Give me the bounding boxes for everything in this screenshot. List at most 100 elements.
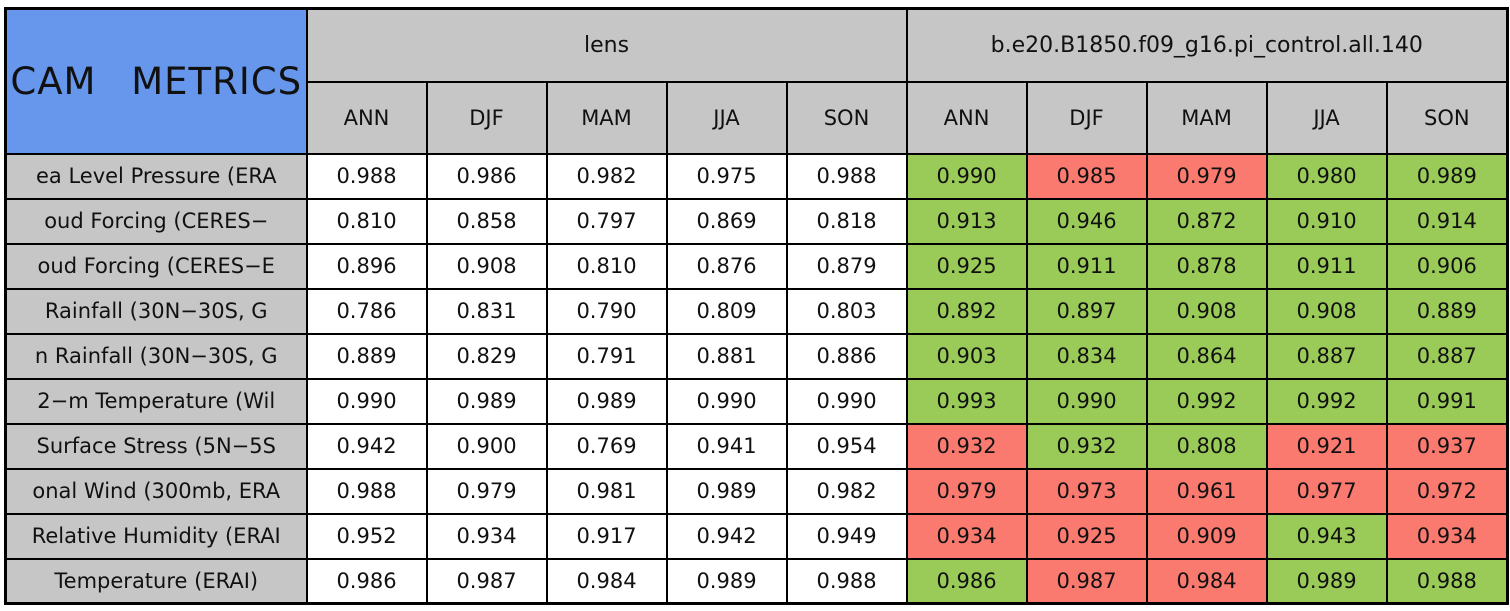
control-value-cell-green: 0.943 [1265, 512, 1388, 560]
control-value-cell-green: 0.897 [1025, 287, 1148, 335]
control-value-cell-red: 0.987 [1025, 557, 1148, 605]
row-label: ea Level Pressure (ERA [4, 152, 308, 200]
control-value-cell-red: 0.973 [1025, 467, 1148, 515]
season-header-jja: JJA [1265, 80, 1388, 155]
lens-value-cell: 0.942 [665, 512, 788, 560]
control-value-cell-green: 0.932 [1025, 422, 1148, 470]
season-header-jja: JJA [665, 80, 788, 155]
lens-value-cell: 0.858 [425, 197, 548, 245]
season-header-mam: MAM [545, 80, 668, 155]
row-label: n Rainfall (30N−30S, G [4, 332, 308, 380]
lens-value-cell: 0.908 [425, 242, 548, 290]
lens-value-cell: 0.809 [665, 287, 788, 335]
control-value-cell-red: 0.979 [1145, 152, 1268, 200]
lens-value-cell: 0.988 [785, 152, 908, 200]
lens-value-cell: 0.981 [545, 467, 668, 515]
lens-value-cell: 0.797 [545, 197, 668, 245]
control-value-cell-green: 0.989 [1265, 557, 1388, 605]
control-value-cell-green: 0.834 [1025, 332, 1148, 380]
control-value-cell-green: 0.990 [905, 152, 1028, 200]
table-row: Surface Stress (5N−5S 0.942 0.900 0.769 0.94… [4, 422, 1509, 470]
control-value-cell-green: 0.908 [1265, 287, 1388, 335]
lens-value-cell: 0.987 [425, 557, 548, 605]
season-header-son: SON [1385, 80, 1509, 155]
control-value-cell-green: 0.980 [1265, 152, 1388, 200]
table-row: onal Wind (300mb, ERA 0.988 0.979 0.981 0.98… [4, 467, 1509, 515]
row-label: Temperature (ERAI) [4, 557, 308, 605]
table-row: Relative Humidity (ERAI 0.952 0.934 0.917 0.… [4, 512, 1509, 560]
control-value-cell-red: 0.921 [1265, 422, 1388, 470]
control-value-cell-green: 0.946 [1025, 197, 1148, 245]
control-value-cell-green: 0.908 [1145, 287, 1268, 335]
control-value-cell-green: 0.808 [1145, 422, 1268, 470]
lens-value-cell: 0.988 [785, 557, 908, 605]
table-row: n Rainfall (30N−30S, G 0.889 0.829 0.791 0.8… [4, 332, 1509, 380]
lens-value-cell: 0.934 [425, 512, 548, 560]
header-group-row: CAM METRICS lens b.e20.B1850.f09_g16.pi_… [4, 7, 1509, 155]
control-value-cell-red: 0.925 [1025, 512, 1148, 560]
lens-value-cell: 0.982 [545, 152, 668, 200]
lens-value-cell: 0.989 [665, 557, 788, 605]
row-label: onal Wind (300mb, ERA [4, 467, 308, 515]
lens-value-cell: 0.810 [305, 197, 428, 245]
lens-value-cell: 0.989 [665, 467, 788, 515]
control-value-cell-green: 0.892 [905, 287, 1028, 335]
season-header-ann: ANN [305, 80, 428, 155]
control-value-cell-green: 0.990 [1025, 377, 1148, 425]
lens-value-cell: 0.984 [545, 557, 668, 605]
table-row: 2−m Temperature (Wil 0.990 0.989 0.989 0.990… [4, 377, 1509, 425]
lens-value-cell: 0.829 [425, 332, 548, 380]
table-title: CAM METRICS [4, 7, 308, 155]
control-value-cell-green: 0.910 [1265, 197, 1388, 245]
lens-value-cell: 0.982 [785, 467, 908, 515]
lens-value-cell: 0.769 [545, 422, 668, 470]
lens-value-cell: 0.990 [665, 377, 788, 425]
lens-value-cell: 0.990 [305, 377, 428, 425]
lens-value-cell: 0.879 [785, 242, 908, 290]
cam-metrics-table: CAM METRICS lens b.e20.B1850.f09_g16.pi_… [4, 7, 1510, 605]
control-value-cell-red: 0.937 [1385, 422, 1509, 470]
control-value-cell-green: 0.925 [905, 242, 1028, 290]
lens-value-cell: 0.886 [785, 332, 908, 380]
control-value-cell-red: 0.977 [1265, 467, 1388, 515]
season-header-djf: DJF [425, 80, 548, 155]
lens-value-cell: 0.989 [545, 377, 668, 425]
control-value-cell-green: 0.864 [1145, 332, 1268, 380]
control-value-cell-red: 0.909 [1145, 512, 1268, 560]
control-value-cell-green: 0.992 [1265, 377, 1388, 425]
row-label: Relative Humidity (ERAI [4, 512, 308, 560]
control-value-cell-red: 0.961 [1145, 467, 1268, 515]
season-header-son: SON [785, 80, 908, 155]
control-value-cell-green: 0.988 [1385, 557, 1509, 605]
lens-value-cell: 0.803 [785, 287, 908, 335]
control-value-cell-green: 0.887 [1265, 332, 1388, 380]
control-value-cell-green: 0.991 [1385, 377, 1509, 425]
control-value-cell-green: 0.889 [1385, 287, 1509, 335]
control-value-cell-green: 0.911 [1265, 242, 1388, 290]
lens-value-cell: 0.975 [665, 152, 788, 200]
lens-value-cell: 0.989 [425, 377, 548, 425]
control-value-cell-red: 0.932 [905, 422, 1028, 470]
row-label: oud Forcing (CERES− [4, 197, 308, 245]
row-label: Surface Stress (5N−5S [4, 422, 308, 470]
control-value-cell-green: 0.986 [905, 557, 1028, 605]
lens-value-cell: 0.986 [425, 152, 548, 200]
control-value-cell-green: 0.872 [1145, 197, 1268, 245]
lens-value-cell: 0.818 [785, 197, 908, 245]
control-value-cell-red: 0.985 [1025, 152, 1148, 200]
lens-value-cell: 0.986 [305, 557, 428, 605]
lens-value-cell: 0.917 [545, 512, 668, 560]
lens-value-cell: 0.954 [785, 422, 908, 470]
season-header-mam: MAM [1145, 80, 1268, 155]
lens-value-cell: 0.941 [665, 422, 788, 470]
row-label: Rainfall (30N−30S, G [4, 287, 308, 335]
lens-value-cell: 0.810 [545, 242, 668, 290]
table-row: oud Forcing (CERES−E 0.896 0.908 0.810 0.876… [4, 242, 1509, 290]
lens-value-cell: 0.786 [305, 287, 428, 335]
table-row: ea Level Pressure (ERA 0.988 0.986 0.982 0.9… [4, 152, 1509, 200]
lens-value-cell: 0.988 [305, 467, 428, 515]
control-value-cell-green: 0.906 [1385, 242, 1509, 290]
control-value-cell-red: 0.984 [1145, 557, 1268, 605]
row-label: oud Forcing (CERES−E [4, 242, 308, 290]
control-value-cell-red: 0.934 [905, 512, 1028, 560]
